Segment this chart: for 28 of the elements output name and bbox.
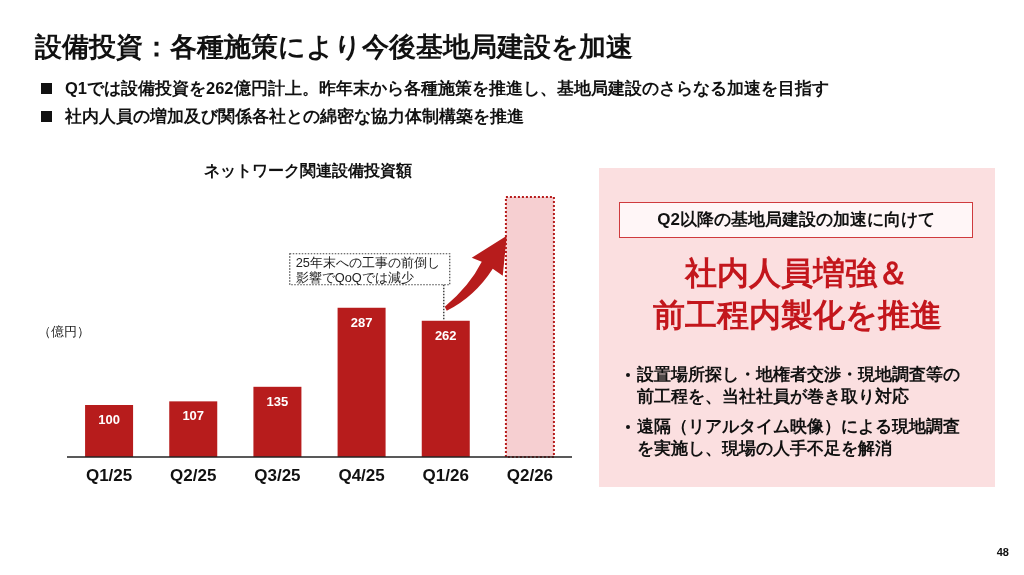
x-tick-label: Q3/25 — [254, 466, 301, 485]
data-label: 135 — [266, 393, 289, 409]
x-tick-label: Q2/25 — [170, 466, 217, 485]
x-tick-label: Q1/25 — [85, 466, 133, 485]
y-axis-title: （億円） — [38, 324, 90, 339]
chart-title: ネットワーク関連設備投資額 — [204, 162, 412, 180]
text: 設備投資：各種施策により今後基地局建設を加速 — [35, 31, 633, 64]
bar — [337, 307, 386, 457]
bar — [85, 405, 134, 457]
bar — [504, 196, 555, 458]
text: 48 — [995, 545, 1009, 560]
data-label: 100 — [98, 412, 120, 427]
x-tick-label: Q2/26 — [506, 466, 554, 485]
text: Q2以降の基地局建設の加速に向けて — [619, 202, 973, 238]
x-tick-label: Q4/25 — [338, 466, 385, 485]
text: 社内人員増強＆前工程内製化を推進 — [651, 254, 943, 335]
data-label: 287 — [350, 314, 373, 330]
data-label: 262 — [434, 327, 457, 343]
annotation: 25年末への工事の前倒し影響でQoQでは減少 — [295, 255, 440, 286]
text: 社内人員の増加及び関係各社との綿密な協力体制構築を推進 — [65, 106, 524, 128]
bar — [421, 320, 470, 457]
x-tick-label: Q1/26 — [422, 466, 469, 485]
bar — [253, 386, 302, 457]
text: 遠隔（リアルタイム映像）による現地調査を実施し、現場の人手不足を解消 — [637, 416, 961, 460]
bar — [169, 401, 218, 457]
data-label: 107 — [182, 408, 205, 424]
text: 設置場所探し・地権者交渉・現地調査等の前工程を、当社社員が巻き取り対応 — [637, 364, 961, 408]
text: Q1では設備投資を262億円計上。昨年末から各種施策を推進し、基地局建設のさらなる加速を目指す — [65, 78, 829, 100]
